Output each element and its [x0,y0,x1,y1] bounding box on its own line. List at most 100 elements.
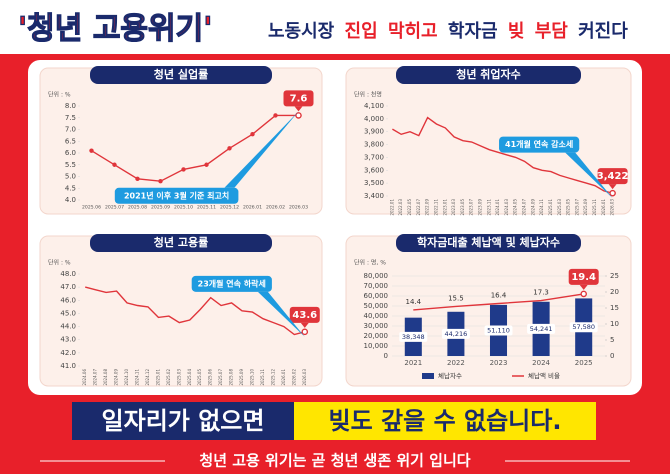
x-tick-label: 2024.07 [93,369,98,386]
unit-label: 단위 : 명, % [354,259,386,267]
x-tick-label: 2024.06 [82,369,87,386]
y-tick-label: 43.0 [60,336,76,344]
value-callout-pointer [294,106,303,112]
y-tick-label: 48.0 [60,270,76,278]
x-tick-label: 2024.03 [504,199,509,216]
y-tick-label: 3,600 [364,166,384,174]
x-tick-label: 2025.03 [176,369,181,386]
annotation-bg [499,136,580,153]
x-tick-label: 2026.02 [266,205,285,211]
annotation-bg [191,275,272,292]
y-tick-label: 3,400 [364,192,384,200]
y-tick-label: 70,000 [364,282,389,290]
value-label: 15.5 [448,294,464,302]
value-callout-bg [289,306,320,323]
y-tick-label: 6.5 [65,137,76,145]
y-tick-label: 50,000 [364,302,389,310]
chart-title: 학자금대출 체납액 및 체납자수 [417,235,560,249]
point [273,113,278,118]
y-tick-label: 7.0 [65,126,76,134]
y-tick-label: 5.0 [65,173,76,181]
y2-tick-label: 20 [610,288,619,296]
y2-tick-label: 5 [610,336,614,344]
y-tick-label: 20,000 [364,332,389,340]
banner-left-bg [72,402,294,440]
tagline: 청년 고용 위기는 곧 청년 생존 위기 입니다 [199,452,470,470]
y-tick-label: 4,000 [364,115,384,123]
banner-right-bg [294,402,596,440]
x-tick-label: 2024 [532,359,550,367]
line [85,286,305,336]
x-tick-label: 2025.06 [208,369,213,386]
chart-title: 청년 고용률 [154,235,208,249]
word: 노동시장 [268,21,335,42]
subheadline: 노동시장 진입 막히고 학자금 빚 부담 커진다 [268,20,628,42]
value-callout-pointer [579,284,588,290]
value-callout-bg [597,168,628,185]
x-tick-label: 2022 [447,359,465,367]
bar-label: 54,241 [530,325,553,333]
banner-right: 빚도 갚을 수 없습니다. [329,407,562,435]
line [392,116,613,194]
x-tick-label: 2025.09 [151,205,170,211]
x-tick-label: 2025.07 [574,199,579,216]
point [250,132,255,137]
y-tick-label: 44.0 [60,323,76,331]
unit-label: 단위 : % [48,91,71,99]
bar-label-bg [569,322,598,333]
x-tick-label: 2023.01 [442,199,447,216]
chart-title: 청년 실업률 [154,67,208,81]
x-tick-label: 2025 [575,359,593,367]
value-label: 7.6 [290,93,308,104]
word: 학자금 [448,20,498,42]
x-tick-label: 2025.09 [583,199,588,216]
value-label: 14.4 [406,298,422,306]
x-tick-label: 2025.11 [260,369,265,386]
headline: '청년 고용위기' [18,12,212,47]
x-tick-label: 2023.09 [477,199,482,216]
annotation: 2021년 이후 3월 기준 최고치 [124,190,229,200]
line [413,293,584,311]
x-tick-label: 2024.05 [513,199,518,216]
x-tick-label: 2026.02 [291,369,296,386]
word: 막히고 [388,21,438,42]
value-label: 3,422 [597,171,629,182]
x-tick-label: 2025.05 [197,369,202,386]
word: 부담 [535,21,569,42]
y-tick-label: 7.5 [65,114,76,122]
x-tick-label: 2026.03 [610,199,615,216]
x-tick-label: 2025.11 [197,205,216,211]
x-tick-label: 2022.05 [407,199,412,216]
x-tick-label: 2022.03 [398,199,403,216]
y-tick-label: 8.0 [65,102,76,110]
x-tick-label: 2025.01 [548,199,553,216]
value-callout-pointer [608,184,617,190]
x-tick-label: 2026.01 [601,199,606,216]
y2-tick-label: 0 [610,352,614,360]
x-tick-label: 2021 [404,359,422,367]
annotation-pointer [257,291,305,337]
x-tick-label: 2023.03 [451,199,456,216]
x-tick-label: 2022.01 [389,199,394,216]
y-tick-label: 4,100 [364,102,384,110]
value-label: 19.4 [571,272,596,283]
y-tick-label: 42.0 [60,349,76,357]
x-tick-label: 2024.12 [145,369,150,386]
annotation-pointer [565,152,613,199]
x-tick-label: 2025.03 [557,199,562,216]
x-tick-label: 2025.04 [187,369,192,386]
x-tick-label: 2025.09 [239,369,244,386]
x-tick-label: 2024.11 [135,369,140,386]
legend-label: 체납액 비율 [528,371,560,380]
highlight-point [609,189,616,197]
y2-tick-label: 15 [610,304,619,312]
annotation-bg [114,187,239,204]
point [181,167,186,172]
point [112,162,117,167]
x-tick-label: 2022.11 [433,199,438,216]
chart-title-bg [396,234,581,252]
point [204,162,209,167]
y-tick-label: 80,000 [364,272,389,280]
x-tick-label: 2022.09 [425,199,430,216]
value-callout-bg [568,268,599,285]
